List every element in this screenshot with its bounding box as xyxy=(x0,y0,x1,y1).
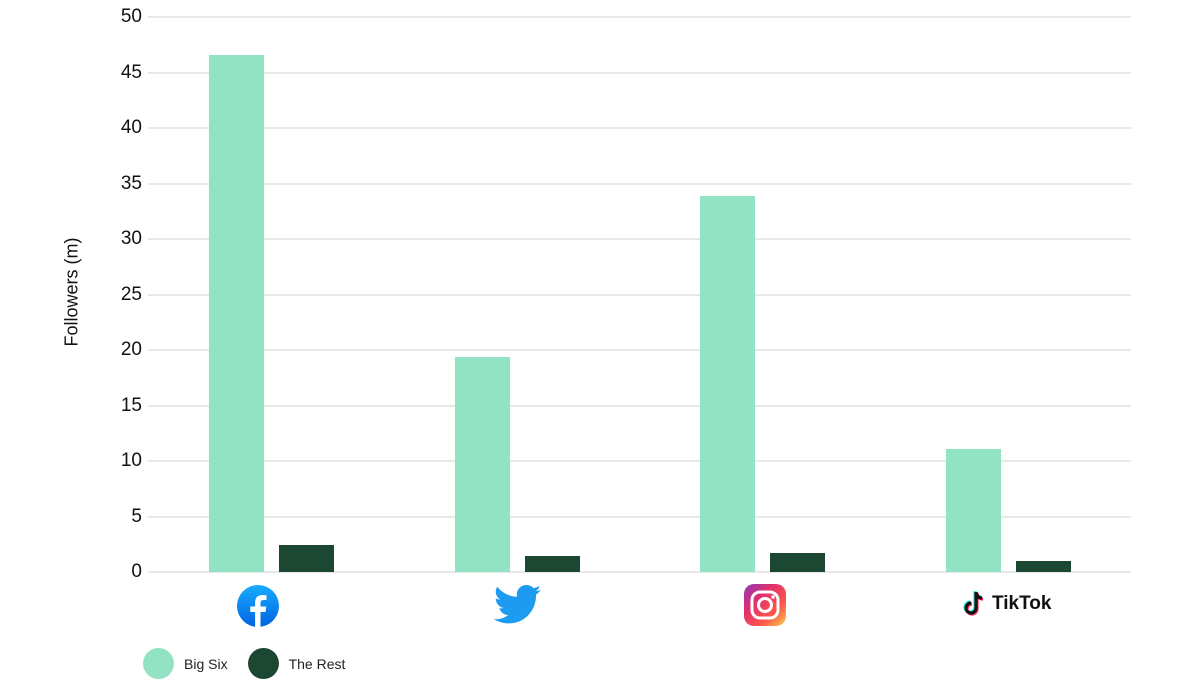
bar-instagram-the-rest xyxy=(770,553,825,572)
bar-twitter-the-rest xyxy=(525,556,580,572)
tiktok-label: TikTok xyxy=(992,593,1052,614)
legend-swatch xyxy=(143,648,174,679)
legend: Big Six The Rest xyxy=(143,648,365,679)
y-tick-label: 15 xyxy=(120,394,142,416)
legend-swatch xyxy=(247,648,279,679)
y-tick-label: 40 xyxy=(120,117,142,138)
y-tick-label: 10 xyxy=(120,450,142,471)
bar-instagram-big-six xyxy=(700,195,755,572)
y-tick-label: 35 xyxy=(120,172,142,194)
legend-item-the-rest: The Rest xyxy=(247,648,346,679)
bar-facebook-the-rest xyxy=(279,545,334,572)
bar-twitter-big-six xyxy=(455,356,510,572)
bar-tiktok-big-six xyxy=(946,448,1001,572)
grid-line xyxy=(148,515,1131,518)
y-tick-label: 5 xyxy=(131,505,142,527)
y-tick-label: 25 xyxy=(120,283,142,305)
legend-item-big-six: Big Six xyxy=(143,648,228,679)
legend-label: The Rest xyxy=(288,655,346,672)
instagram-icon xyxy=(744,584,786,626)
grid-line xyxy=(148,127,1131,129)
bar-facebook-big-six xyxy=(209,54,264,572)
bar-tiktok-the-rest xyxy=(1016,560,1071,572)
grid-line xyxy=(148,71,1131,74)
grid-line xyxy=(148,182,1131,185)
y-tick-label: 20 xyxy=(120,339,142,360)
legend-label: Big Six xyxy=(184,655,228,672)
y-tick-label: 30 xyxy=(120,228,142,249)
grid-line xyxy=(148,293,1131,296)
y-tick-label: 50 xyxy=(120,6,142,27)
grid-line xyxy=(148,238,1131,240)
facebook-icon xyxy=(237,585,279,627)
grid-line xyxy=(148,349,1131,351)
grid-line xyxy=(148,404,1131,407)
grid-line xyxy=(148,460,1131,462)
tiktok-icon xyxy=(963,590,984,616)
grid-line xyxy=(148,571,1131,573)
twitter-icon xyxy=(494,585,542,624)
y-axis-label: Followers (m) xyxy=(61,237,82,347)
grid-line xyxy=(148,16,1131,18)
y-tick-label: 45 xyxy=(120,61,142,83)
y-tick-label: 0 xyxy=(131,561,142,582)
